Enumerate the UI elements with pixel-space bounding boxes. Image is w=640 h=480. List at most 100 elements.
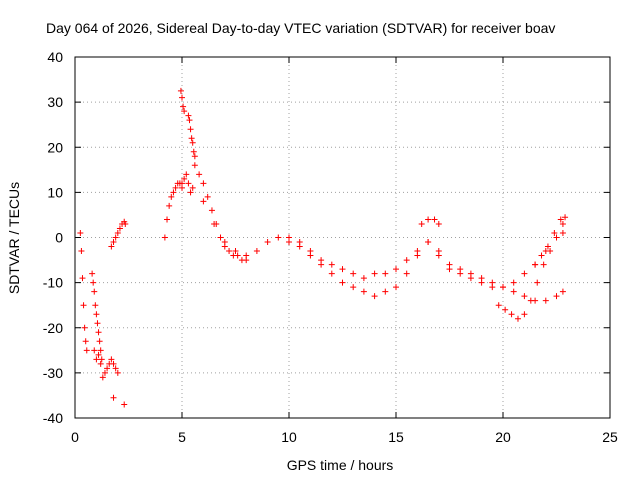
data-point	[91, 288, 98, 295]
data-point	[502, 306, 509, 313]
series-isolated	[110, 394, 128, 408]
data-point	[538, 252, 545, 259]
series-arc-1	[77, 229, 90, 354]
data-point	[82, 338, 89, 345]
data-point	[553, 234, 560, 241]
data-point	[296, 243, 303, 250]
x-tick-label: 10	[281, 429, 297, 445]
data-point	[559, 220, 566, 227]
data-point	[96, 338, 103, 345]
data-point	[508, 311, 515, 318]
x-axis-label: GPS time / hours	[287, 457, 394, 473]
data-point	[514, 315, 521, 322]
data-point	[79, 275, 86, 282]
data-point	[532, 261, 539, 268]
x-tick-label: 15	[388, 429, 404, 445]
data-point	[187, 189, 194, 196]
data-point	[180, 103, 187, 110]
data-point	[253, 248, 260, 255]
data-point	[122, 220, 129, 227]
data-point	[489, 279, 496, 286]
y-tick-label: 0	[55, 230, 63, 246]
data-point	[264, 239, 271, 246]
data-point	[553, 293, 560, 300]
data-point	[521, 293, 528, 300]
data-point	[547, 248, 554, 255]
data-point	[179, 180, 185, 187]
data-point	[189, 184, 196, 191]
data-point	[544, 243, 551, 250]
data-point	[542, 297, 549, 304]
data-point	[97, 347, 104, 354]
series-arc-6	[191, 162, 250, 264]
data-point	[510, 279, 517, 286]
data-point	[200, 180, 207, 187]
data-point	[527, 297, 534, 304]
data-point	[425, 239, 432, 246]
data-point	[435, 248, 442, 255]
data-point	[112, 234, 119, 241]
data-point	[114, 369, 121, 376]
series-spike-mid	[185, 112, 198, 160]
data-point	[187, 126, 194, 133]
series-bottom-arc	[495, 229, 566, 322]
data-point	[179, 94, 185, 101]
data-point	[181, 108, 188, 115]
data-point	[114, 229, 121, 236]
data-point	[168, 193, 175, 200]
data-point	[116, 225, 123, 232]
series-spike-high	[177, 87, 188, 115]
data-point	[89, 270, 96, 277]
data-point	[190, 148, 197, 155]
y-tick-label: 20	[47, 139, 63, 155]
data-point	[500, 284, 506, 291]
x-tick-label: 25	[602, 429, 618, 445]
data-point	[534, 279, 541, 286]
data-point	[371, 293, 378, 300]
data-point	[559, 288, 566, 295]
data-point	[446, 261, 453, 268]
data-point	[95, 329, 102, 336]
series-upper-right	[418, 214, 569, 268]
y-tick-label: -10	[43, 275, 63, 291]
data-point	[431, 216, 438, 223]
data-point	[339, 279, 346, 286]
data-point	[211, 220, 218, 227]
data-point	[200, 198, 207, 205]
data-point	[435, 220, 442, 227]
data-point	[188, 135, 195, 142]
x-tick-label: 5	[178, 429, 186, 445]
series-arc-4	[108, 218, 129, 250]
data-point	[557, 216, 564, 223]
y-tick-label: 10	[47, 184, 63, 200]
data-point	[83, 347, 90, 354]
data-point	[425, 216, 432, 223]
data-point	[360, 275, 367, 282]
y-tick-label: -40	[43, 410, 63, 426]
data-point	[495, 302, 502, 309]
series-arc-3	[91, 347, 121, 381]
data-point	[121, 401, 128, 408]
y-tick-label: -30	[43, 365, 63, 381]
data-point	[101, 369, 108, 376]
data-point	[360, 288, 367, 295]
data-point	[91, 347, 98, 354]
data-point	[457, 266, 464, 273]
data-point	[208, 207, 215, 214]
data-point	[99, 374, 106, 381]
data-point	[478, 275, 485, 282]
data-point	[172, 184, 179, 191]
data-point	[318, 261, 325, 268]
series-arc-2	[89, 270, 105, 363]
data-point	[226, 248, 233, 255]
data-point	[521, 311, 528, 318]
data-point	[81, 324, 88, 331]
data-point	[183, 171, 190, 178]
data-point	[80, 302, 87, 309]
data-point	[191, 153, 198, 160]
data-point	[166, 202, 173, 209]
data-point	[275, 234, 282, 241]
data-point	[521, 270, 528, 277]
series-lower-arc	[286, 239, 566, 304]
data-point	[185, 112, 192, 119]
